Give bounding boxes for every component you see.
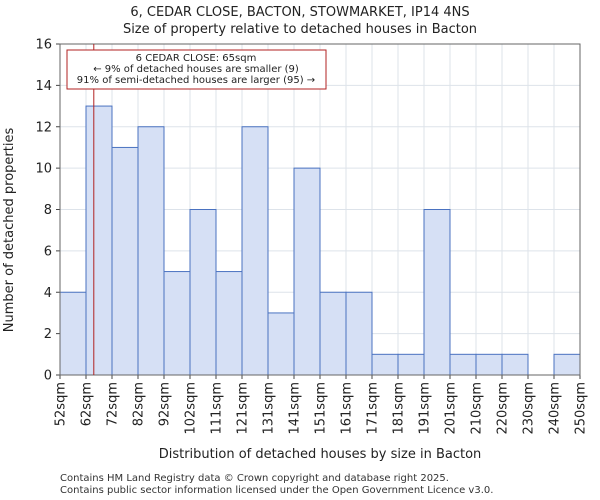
y-tick-label-3: 6: [44, 244, 52, 259]
x-tick-label-82sqm: 82sqm: [132, 382, 147, 426]
bar-52sqm: [59, 291, 87, 376]
chart-subtitle: Size of property relative to detached ho…: [123, 22, 477, 37]
x-tick-label-191sqm: 191sqm: [418, 382, 433, 435]
y-tick-label-6: 12: [35, 120, 52, 135]
bar-240sqm: [553, 353, 581, 376]
x-axis-ticks: 52sqm 62sqm 72sqm 82sqm 92sqm 102sqm 111sqm 121…: [54, 375, 589, 435]
annotation-line-smaller: ← 9% of detached houses are smaller (9): [93, 64, 299, 75]
y-tick-label-7: 14: [35, 79, 52, 94]
x-tick-label-201sqm: 201sqm: [444, 382, 459, 435]
bar-181sqm: [397, 353, 425, 376]
y-axis-ticks: 0 2 4 6 8 10 12 14 16: [35, 38, 60, 384]
x-tick-label-250sqm: 250sqm: [574, 382, 589, 435]
bar-171sqm: [371, 353, 399, 376]
x-tick-label-230sqm: 230sqm: [522, 382, 537, 435]
x-tick-label-171sqm: 171sqm: [366, 382, 381, 435]
x-tick-label-92sqm: 92sqm: [158, 382, 173, 426]
x-tick-label-151sqm: 151sqm: [314, 382, 329, 435]
y-tick-label-4: 8: [44, 203, 52, 218]
bar-102sqm: [189, 209, 217, 376]
y-tick-label-0: 0: [44, 369, 52, 384]
bar-131sqm: [267, 312, 295, 376]
x-tick-label-181sqm: 181sqm: [392, 382, 407, 435]
y-tick-label-5: 10: [35, 162, 52, 177]
x-tick-label-111sqm: 111sqm: [210, 382, 225, 435]
chart-title: 6, CEDAR CLOSE, BACTON, STOWMARKET, IP14…: [130, 5, 469, 20]
annotation-frame: [66, 49, 327, 90]
y-tick-label-1: 2: [44, 327, 52, 342]
x-tick-label-220sqm: 220sqm: [496, 382, 511, 435]
x-tick-label-72sqm: 72sqm: [106, 382, 121, 426]
footer-line-1: Contains HM Land Registry data © Crown c…: [60, 473, 449, 484]
bars: [59, 105, 581, 376]
annotation-box: 6 CEDAR CLOSE: 65sqm ← 9% of detached ho…: [66, 49, 327, 90]
footer-line-2: Contains public sector information licen…: [60, 485, 494, 496]
bar-111sqm: [215, 271, 243, 376]
bar-210sqm: [475, 353, 503, 376]
bar-92sqm: [163, 271, 191, 376]
x-axis-title: Distribution of detached houses by size …: [159, 447, 482, 462]
annotation-line-property: 6 CEDAR CLOSE: 65sqm: [136, 53, 257, 64]
bar-72sqm: [111, 146, 139, 376]
x-tick-label-210sqm: 210sqm: [470, 382, 485, 435]
y-tick-label-8: 16: [35, 38, 52, 53]
bar-201sqm: [449, 353, 477, 376]
bar-62sqm: [85, 105, 113, 376]
bar-82sqm: [137, 126, 165, 376]
x-tick-label-131sqm: 131sqm: [262, 382, 277, 435]
y-tick-label-2: 4: [44, 286, 52, 301]
x-tick-label-62sqm: 62sqm: [80, 382, 95, 426]
x-tick-label-161sqm: 161sqm: [340, 382, 355, 435]
bar-141sqm: [293, 167, 321, 376]
bar-220sqm: [501, 353, 529, 376]
plot-frame: [59, 43, 581, 376]
bar-151sqm: [319, 291, 347, 376]
bar-161sqm: [345, 291, 373, 376]
x-tick-label-141sqm: 141sqm: [288, 382, 303, 435]
x-tick-label-52sqm: 52sqm: [54, 382, 69, 426]
x-tick-label-240sqm: 240sqm: [548, 382, 563, 435]
x-tick-label-121sqm: 121sqm: [236, 382, 251, 435]
annotation-line-larger: 91% of semi-detached houses are larger (…: [77, 75, 315, 86]
bar-121sqm: [241, 126, 269, 376]
y-axis-title: Number of detached properties: [2, 128, 17, 333]
bar-191sqm: [423, 209, 451, 376]
x-tick-label-102sqm: 102sqm: [184, 382, 199, 435]
